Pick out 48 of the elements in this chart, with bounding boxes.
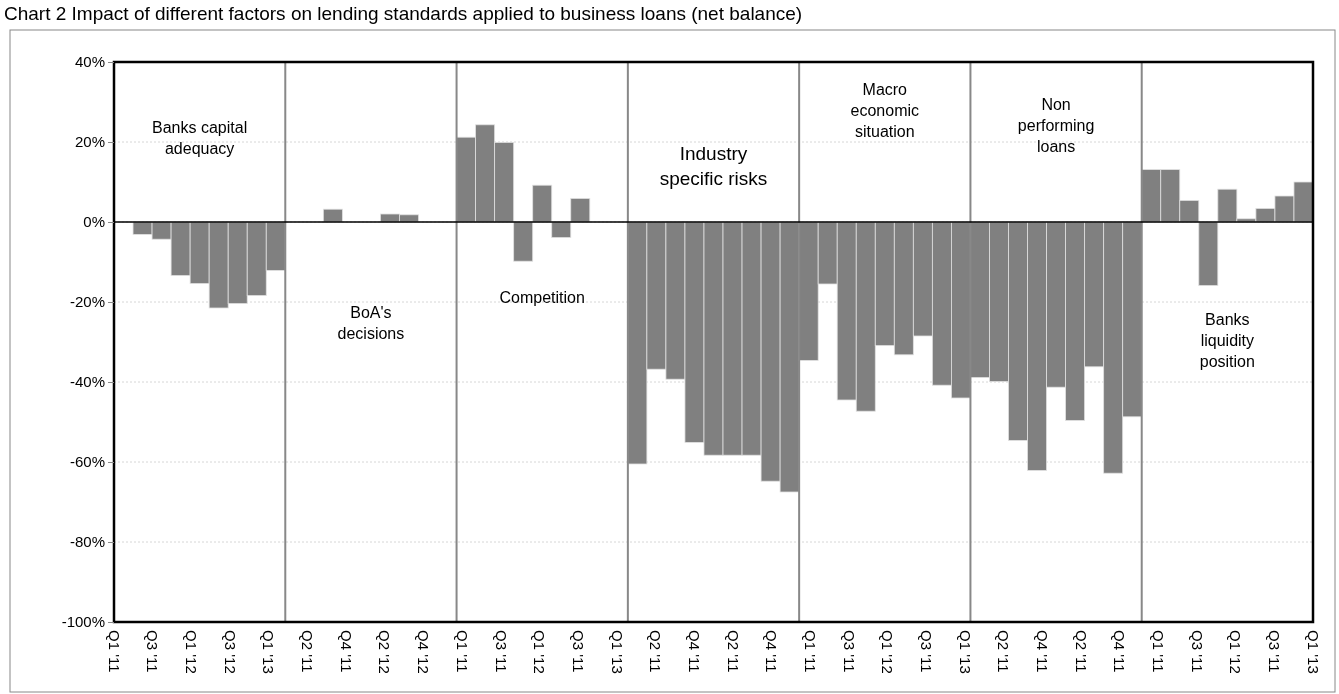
x-tick-label: Q1 '11 (801, 630, 819, 673)
x-tick-label: Q4 '11 (685, 630, 703, 673)
x-tick-label: Q3 '11 (569, 630, 587, 673)
x-tick-label: Q3 '11 (492, 630, 510, 673)
x-tick-label: Q2 '12 (376, 630, 394, 674)
x-tick-label: Q1 '12 (1227, 630, 1245, 674)
y-tick-label: -100% (61, 613, 105, 631)
x-tick-label: Q4 '11 (1111, 630, 1129, 673)
x-tick-label: Q3 '11 (1266, 630, 1284, 673)
x-tick-label: Q4 '12 (415, 630, 433, 674)
y-tick-label: 0% (83, 213, 105, 231)
y-tick-label: -40% (69, 373, 105, 391)
y-tick-label: -20% (69, 293, 105, 311)
x-tick-label: Q4 '11 (337, 630, 355, 673)
x-tick-label: Q1 '13 (608, 630, 626, 674)
x-tick-label: Q1 '12 (183, 630, 201, 674)
annotation: Banks liquidity position (1199, 311, 1255, 370)
annotation: Macro economic situation (850, 81, 920, 140)
x-tick-label: Q2 '11 (724, 630, 742, 673)
annotation: BoA's decisions (337, 304, 405, 342)
annotation: Banks capital adequacy (152, 119, 248, 157)
x-tick-label: Q1 '13 (260, 630, 278, 674)
y-tick-label: 20% (74, 133, 105, 151)
x-tick-label: Q1 '11 (1150, 630, 1168, 673)
x-tick-label: Q1 '13 (956, 630, 974, 674)
chart-title: Chart 2 Impact of different factors on lending standards applied to business loans (net balance) (4, 3, 803, 24)
x-tick-label: Q1 '11 (453, 630, 471, 673)
x-tick-label: Q3 '12 (221, 630, 239, 674)
x-tick-label: Q2 '11 (1072, 630, 1090, 673)
y-tick-label: -60% (69, 453, 105, 471)
annotation: Non performing loans (1017, 96, 1095, 155)
x-tick-label: Q3 '11 (840, 630, 858, 673)
x-tick-label: Q3 '11 (144, 630, 162, 673)
x-tick-label: Q2 '11 (299, 630, 317, 673)
y-tick-label: 40% (74, 53, 105, 71)
x-tick-label: Q3 '11 (917, 630, 935, 673)
x-tick-label: Q1 '13 (1304, 630, 1322, 674)
x-tick-label: Q2 '11 (647, 630, 665, 673)
x-tick-label: Q2 '11 (995, 630, 1013, 673)
x-tick-label: Q1 '12 (879, 630, 897, 674)
x-tick-label: Q1 '11 (105, 630, 123, 673)
x-tick-label: Q4 '11 (1034, 630, 1052, 673)
annotation: Industry specific risks (659, 143, 768, 189)
x-tick-label: Q3 '11 (1188, 630, 1206, 673)
x-tick-label: Q1 '12 (531, 630, 549, 674)
x-tick-label: Q4 '11 (763, 630, 781, 673)
annotation: Competition (499, 289, 585, 306)
y-tick-label: -80% (69, 533, 105, 551)
